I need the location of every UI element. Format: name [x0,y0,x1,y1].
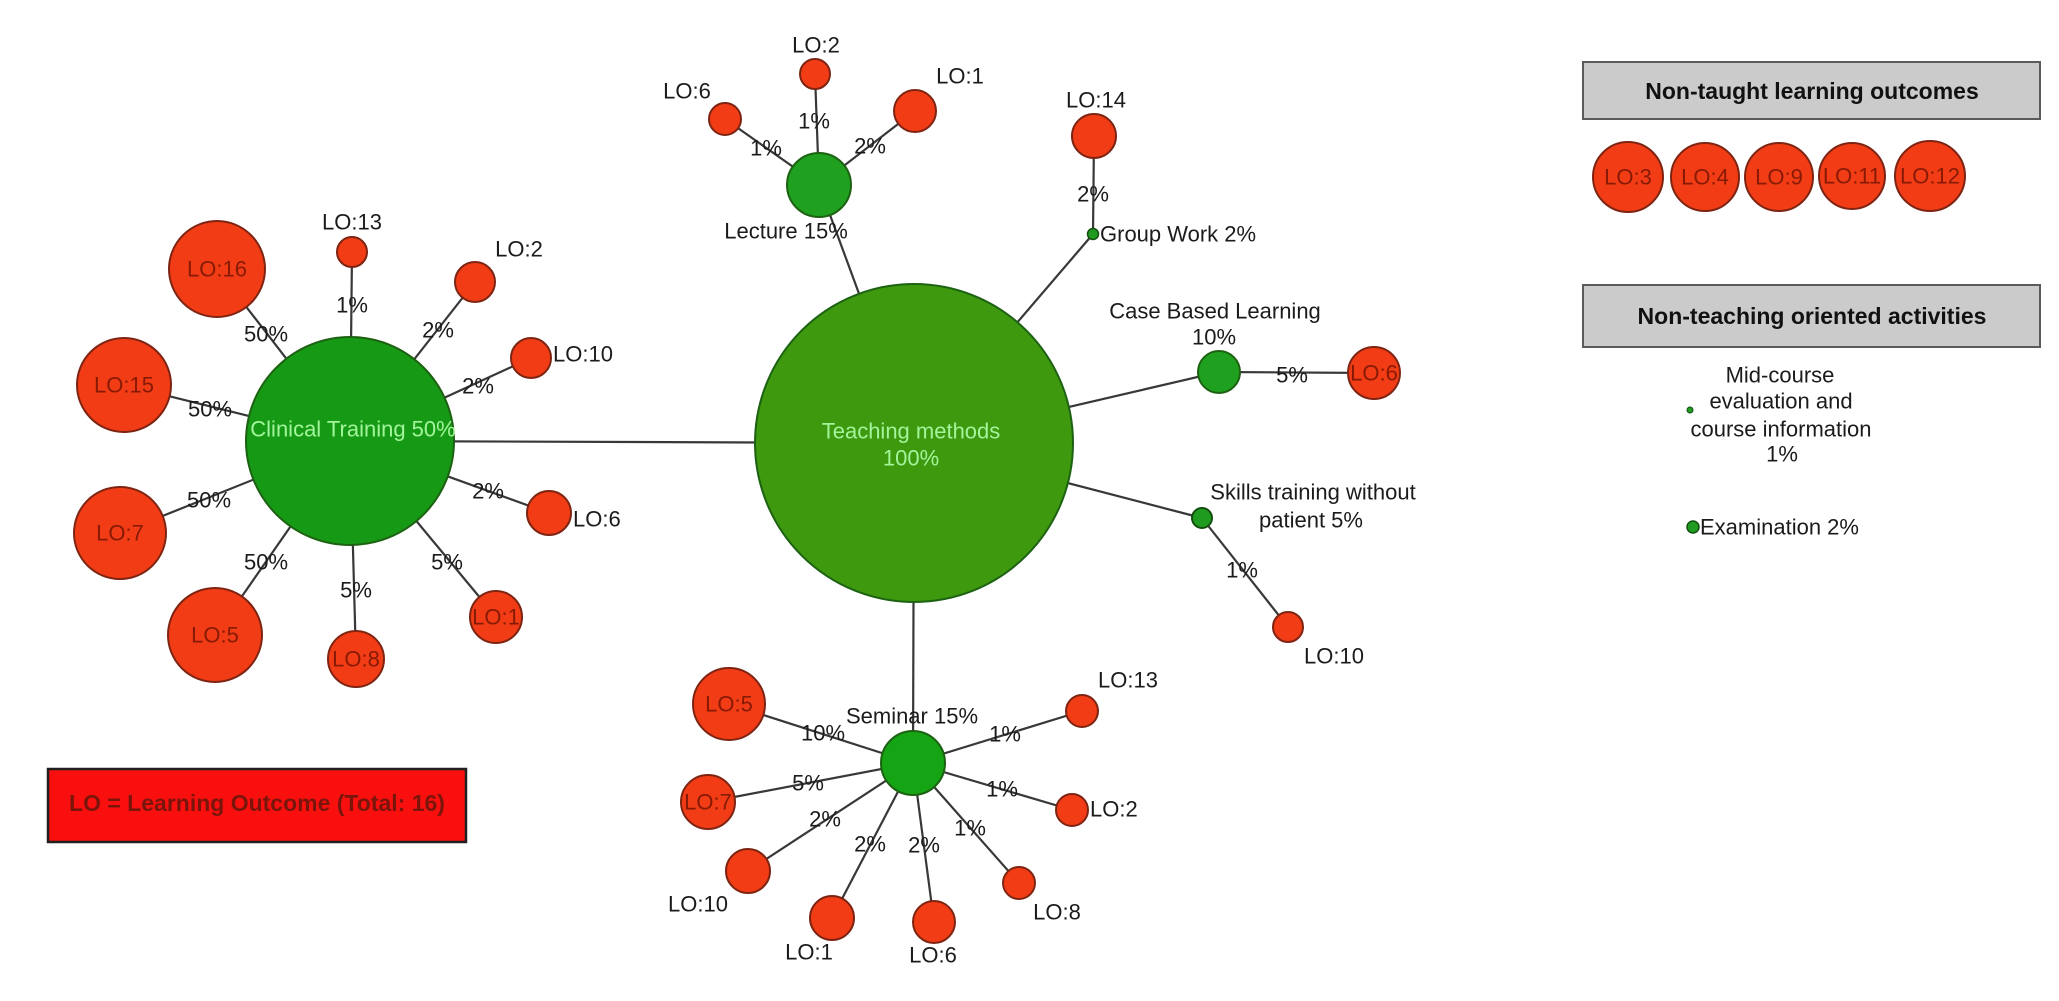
svg-text:Non-taught learning outcomes: Non-taught learning outcomes [1645,78,1979,104]
svg-text:1%: 1% [750,136,782,161]
svg-text:Skills training without: Skills training without [1210,480,1415,505]
svg-text:LO:7: LO:7 [684,790,732,815]
svg-text:course information: course information [1691,417,1872,442]
svg-text:Case Based Learning: Case Based Learning [1109,299,1321,324]
svg-text:2%: 2% [462,374,494,399]
svg-text:5%: 5% [431,550,463,575]
svg-text:LO:8: LO:8 [1033,900,1081,925]
svg-text:LO:10: LO:10 [668,892,728,917]
svg-text:5%: 5% [340,578,372,603]
svg-text:Non-teaching oriented activiti: Non-teaching oriented activities [1638,303,1987,329]
svg-text:50%: 50% [188,397,232,422]
svg-text:2%: 2% [422,318,454,343]
svg-text:1%: 1% [798,109,830,134]
svg-text:LO:7: LO:7 [96,521,144,546]
svg-text:LO:1: LO:1 [785,940,833,965]
svg-text:LO:2: LO:2 [1090,797,1138,822]
svg-text:LO:1: LO:1 [472,605,520,630]
svg-text:LO:16: LO:16 [187,257,247,282]
svg-text:Mid-course: Mid-course [1726,363,1835,388]
svg-text:10%: 10% [801,721,845,746]
svg-text:5%: 5% [792,771,824,796]
svg-text:LO:5: LO:5 [191,623,239,648]
svg-text:LO:13: LO:13 [1098,668,1158,693]
svg-text:LO:1: LO:1 [936,64,984,89]
svg-text:LO:11: LO:11 [1823,164,1881,189]
svg-text:1%: 1% [954,816,986,841]
svg-text:1%: 1% [1226,558,1258,583]
svg-text:LO:9: LO:9 [1755,165,1803,190]
svg-text:1%: 1% [986,777,1018,802]
svg-text:Teaching methods: Teaching methods [822,419,1001,444]
svg-text:10%: 10% [1192,325,1236,350]
svg-text:2%: 2% [908,833,940,858]
svg-text:2%: 2% [854,134,886,159]
svg-text:2%: 2% [472,479,504,504]
svg-text:100%: 100% [883,446,939,471]
svg-text:50%: 50% [187,488,231,513]
svg-text:Lecture 15%: Lecture 15% [724,219,848,244]
svg-text:Seminar 15%: Seminar 15% [846,704,978,729]
svg-text:LO:10: LO:10 [553,342,613,367]
svg-text:50%: 50% [244,322,288,347]
svg-text:LO:5: LO:5 [705,692,753,717]
svg-text:LO:6: LO:6 [909,943,957,968]
svg-text:50%: 50% [244,550,288,575]
svg-text:LO:8: LO:8 [332,647,380,672]
svg-text:5%: 5% [1276,363,1308,388]
svg-text:Examination 2%: Examination 2% [1700,515,1859,540]
svg-text:LO:6: LO:6 [663,79,711,104]
svg-text:Group Work 2%: Group Work 2% [1100,222,1256,247]
svg-text:patient 5%: patient 5% [1259,508,1363,533]
svg-text:LO = Learning Outcome (Total:: LO = Learning Outcome (Total: 16) [69,790,445,816]
svg-text:Clinical Training 50%: Clinical Training 50% [250,417,455,442]
svg-text:1%: 1% [1766,442,1798,467]
svg-text:LO:15: LO:15 [94,373,154,398]
svg-text:2%: 2% [1077,182,1109,207]
svg-text:LO:2: LO:2 [792,33,840,58]
svg-text:LO:6: LO:6 [1350,361,1398,386]
svg-text:LO:4: LO:4 [1681,165,1729,190]
svg-text:LO:10: LO:10 [1304,644,1364,669]
svg-text:LO:12: LO:12 [1900,164,1960,189]
svg-text:1%: 1% [989,722,1021,747]
svg-text:LO:13: LO:13 [322,210,382,235]
svg-text:2%: 2% [809,807,841,832]
svg-text:LO:14: LO:14 [1066,88,1126,113]
svg-text:LO:2: LO:2 [495,237,543,262]
svg-text:LO:6: LO:6 [573,507,621,532]
svg-text:evaluation and: evaluation and [1709,389,1852,414]
svg-text:LO:3: LO:3 [1604,165,1652,190]
svg-text:2%: 2% [854,832,886,857]
svg-text:1%: 1% [336,293,368,318]
